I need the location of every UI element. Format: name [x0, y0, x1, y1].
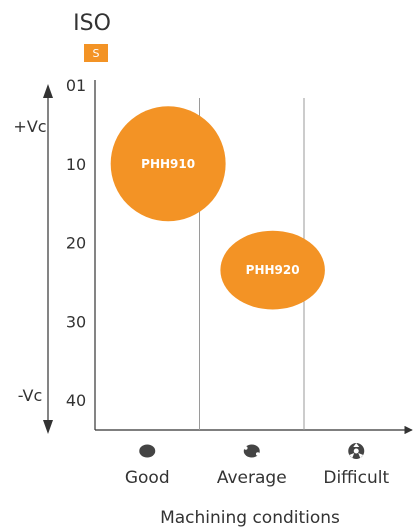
y-tick-label: 40: [66, 391, 86, 410]
condition-label: Difficult: [323, 468, 389, 488]
average-condition-icon: [243, 444, 260, 458]
difficult-condition-hub: [353, 448, 359, 454]
iso-badge-label: S: [93, 47, 100, 60]
average-condition-notch: [243, 446, 248, 450]
good-condition-icon: [139, 444, 156, 458]
y-tick-label: 20: [66, 234, 86, 253]
y-tick-label: 01: [66, 76, 86, 95]
speed-arrow-up-icon: [43, 84, 53, 98]
condition-categories: Good Average Difficult: [125, 443, 389, 488]
difficult-condition-notch: [349, 453, 355, 458]
condition-label: Average: [217, 468, 287, 488]
grade-label: PHH910: [141, 157, 195, 171]
speed-arrow-down-icon: [43, 420, 53, 434]
difficult-condition-notch: [358, 453, 364, 458]
grade-ellipse: [110, 106, 226, 222]
iso-title: ISO: [73, 11, 111, 36]
difficult-condition-notch: [353, 443, 360, 447]
condition-label: Good: [125, 468, 170, 488]
grade-label: PHH920: [246, 263, 300, 277]
average-condition-shape: [243, 444, 260, 458]
grade-ellipses: PHH910 PHH920: [110, 106, 325, 310]
iso-badge: [84, 44, 108, 62]
y-tick-labels: 01 10 20 30 40: [66, 76, 86, 410]
y-tick-label: 10: [66, 155, 86, 174]
difficult-condition-icon: [348, 443, 365, 459]
speed-top-label: +Vc: [13, 117, 46, 136]
average-condition-notch: [255, 452, 260, 456]
good-condition-shape: [139, 444, 156, 458]
x-axis-title: Machining conditions: [160, 508, 340, 528]
speed-bottom-label: -Vc: [18, 386, 43, 405]
grade-ellipse: [220, 230, 325, 310]
y-tick-label: 30: [66, 312, 86, 331]
